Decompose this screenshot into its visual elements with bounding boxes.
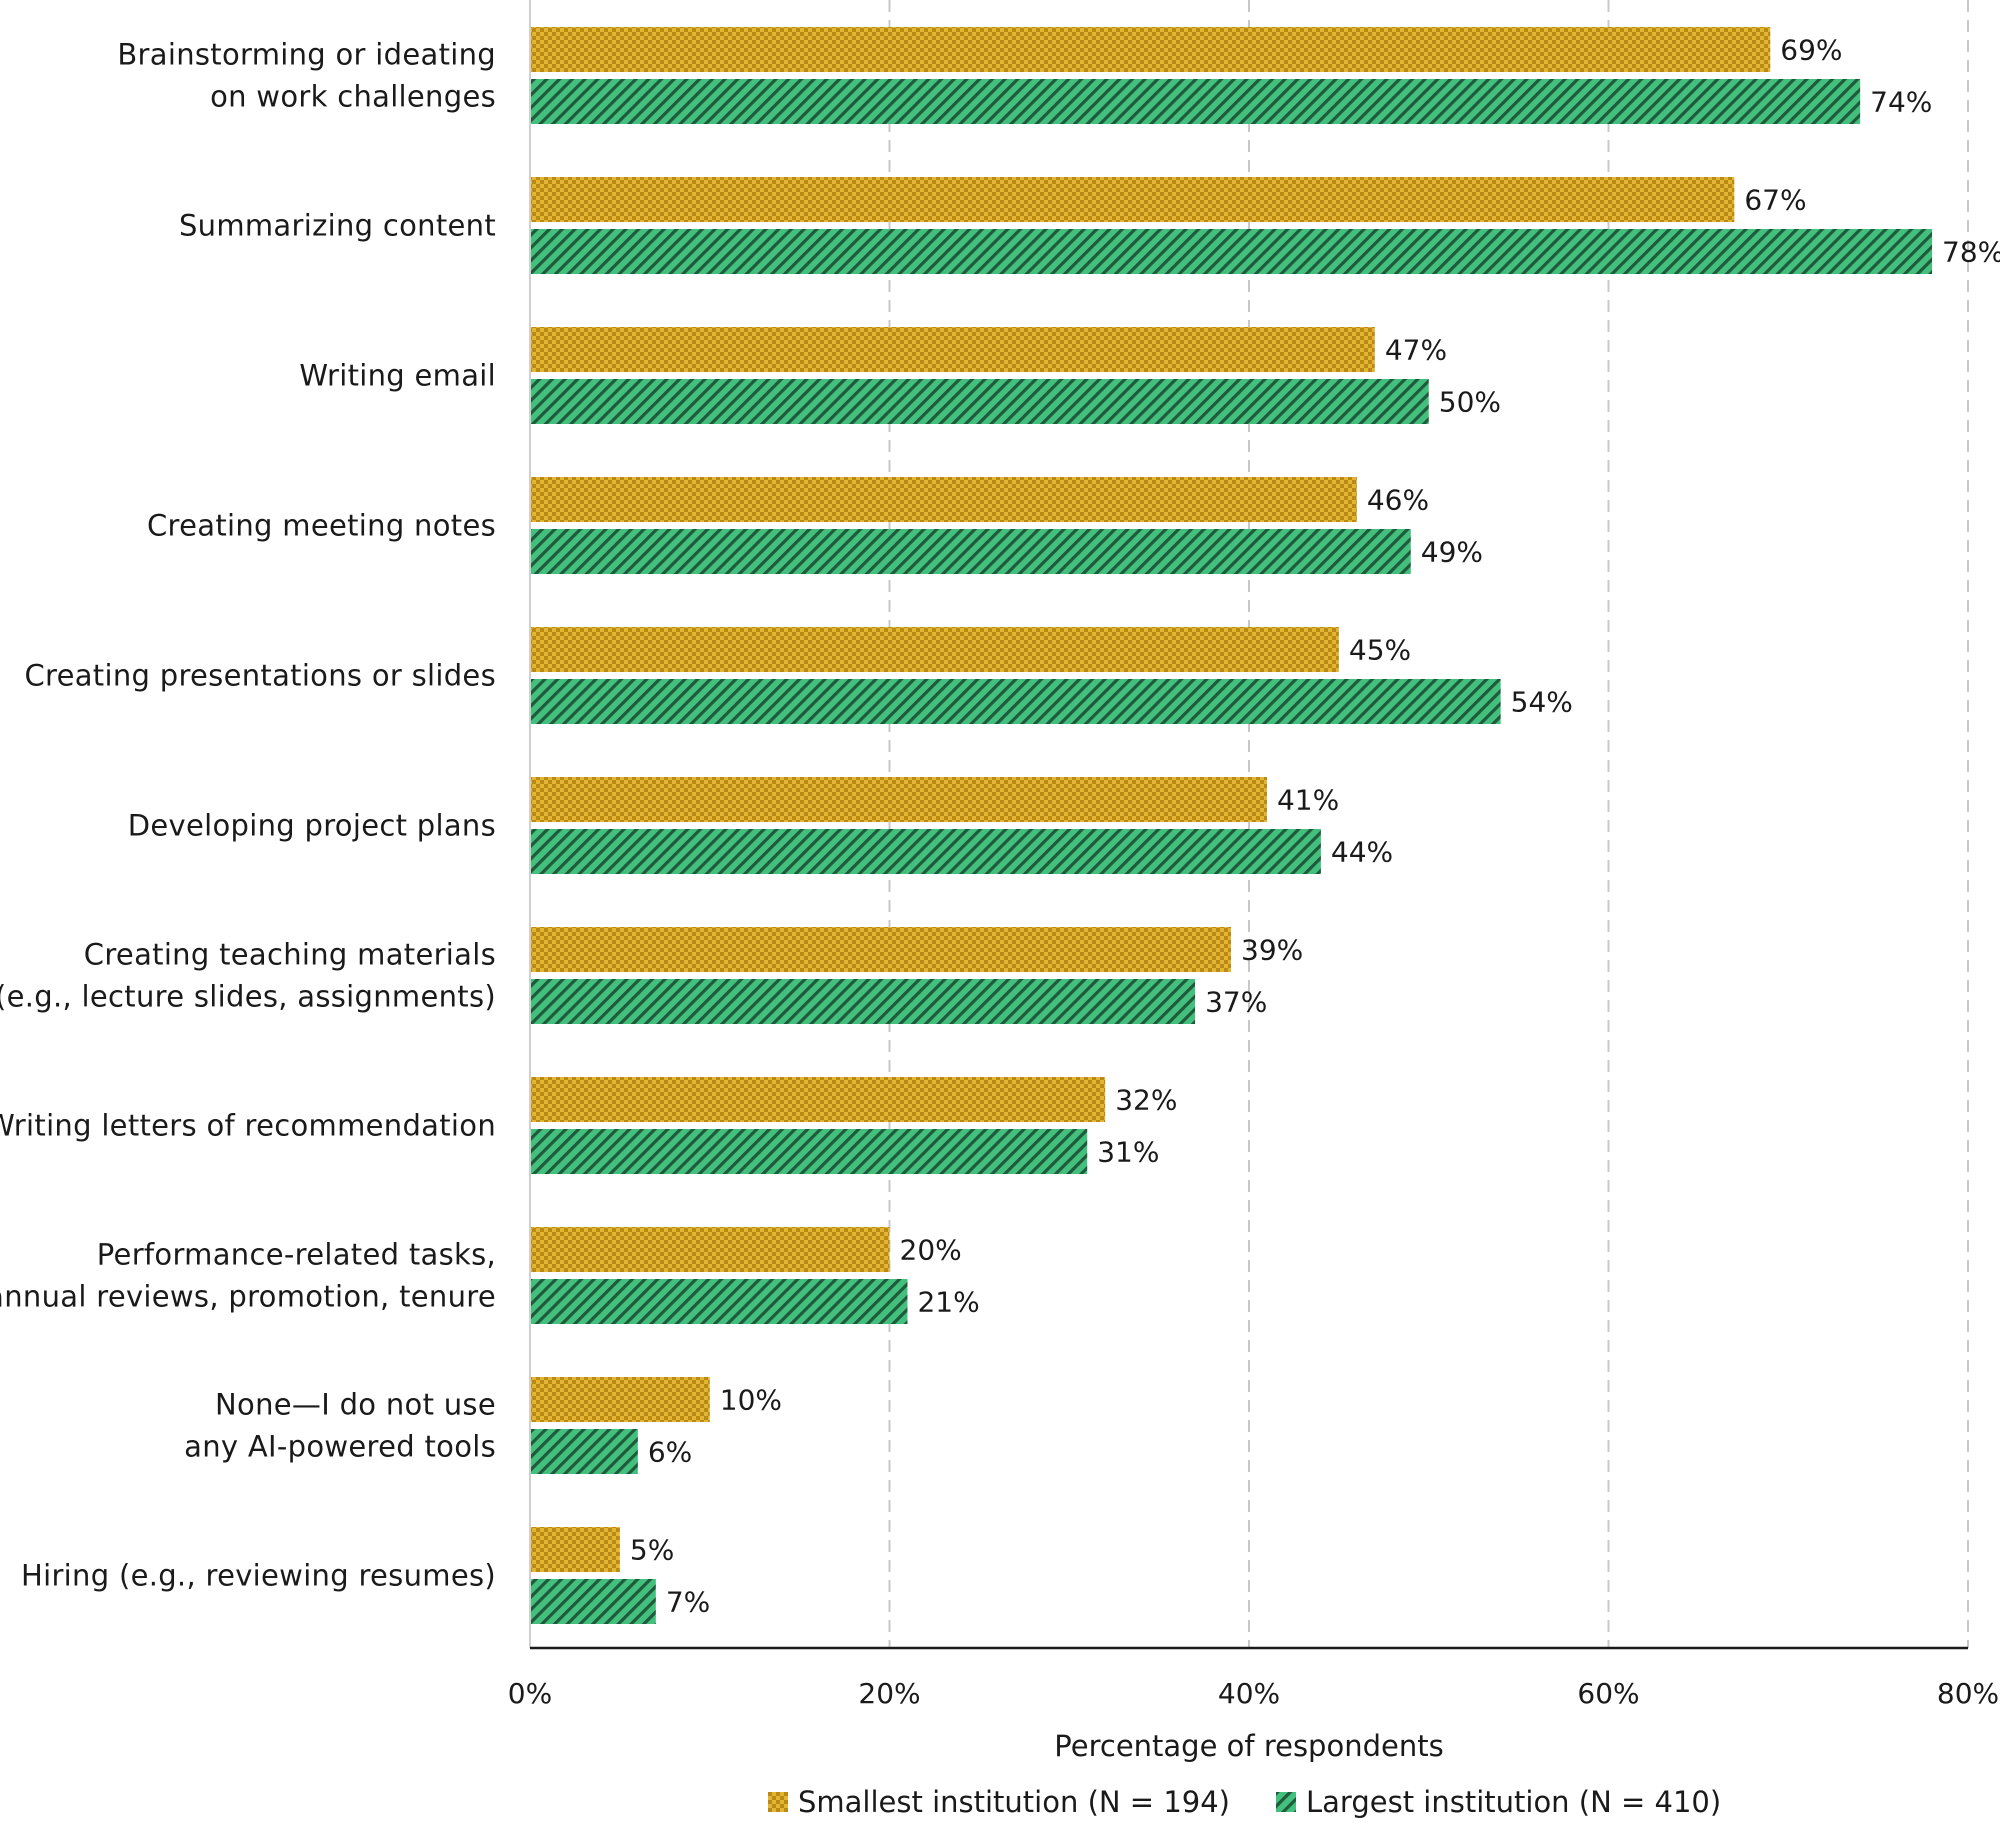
y-tick-label: Creating meeting notes <box>147 509 496 543</box>
bar <box>530 927 1232 972</box>
y-tick-label: any AI-powered tools <box>184 1430 496 1464</box>
bar <box>530 529 1411 574</box>
data-label: 39% <box>1241 934 1303 967</box>
y-tick-label: Creating teaching materials <box>84 938 496 972</box>
bar <box>530 1579 656 1624</box>
bar <box>530 1527 620 1572</box>
bar <box>530 1429 638 1474</box>
y-tick-label: None—I do not use <box>215 1388 496 1422</box>
grid-lines <box>888 0 1969 1648</box>
bar <box>530 379 1429 424</box>
y-tick-label: Writing letters of recommendation <box>0 1109 496 1143</box>
data-label: 45% <box>1349 634 1411 667</box>
bar <box>530 979 1196 1024</box>
x-tick-label: 20% <box>858 1677 920 1710</box>
data-label: 6% <box>648 1436 692 1469</box>
data-label: 32% <box>1115 1084 1177 1117</box>
x-tick-label: 80% <box>1937 1677 1999 1710</box>
axes: 0% 20% 40% 60% 80% Percentage of respondents <box>508 0 1999 1763</box>
bar <box>530 829 1321 874</box>
data-label: 7% <box>666 1586 710 1619</box>
bar <box>530 1129 1088 1174</box>
data-label: 50% <box>1439 386 1501 419</box>
data-label: 20% <box>900 1234 962 1267</box>
y-tick-label: Writing email <box>299 359 496 393</box>
data-label: 46% <box>1367 484 1429 517</box>
bar <box>530 777 1267 822</box>
data-label: 5% <box>630 1534 674 1567</box>
legend-label: Smallest institution (N = 194) <box>798 1785 1230 1819</box>
y-tick-label: Developing project plans <box>128 809 496 843</box>
bar <box>530 1227 890 1272</box>
bar <box>530 679 1501 724</box>
data-label: 69% <box>1780 34 1842 67</box>
data-label: 31% <box>1097 1136 1159 1169</box>
data-label: 44% <box>1331 836 1393 869</box>
bar <box>530 79 1861 124</box>
bars <box>530 27 1933 1624</box>
legend-swatch <box>1276 1792 1296 1812</box>
bar <box>530 177 1735 222</box>
bar <box>530 477 1357 522</box>
y-tick-label: Creating presentations or slides <box>24 659 496 693</box>
x-tick-label: 60% <box>1577 1677 1639 1710</box>
y-tick-label: Brainstorming or ideating <box>117 38 496 72</box>
data-label: 47% <box>1385 334 1447 367</box>
y-tick-label: annual reviews, promotion, tenure <box>0 1280 496 1314</box>
x-axis-title: Percentage of respondents <box>1054 1729 1443 1763</box>
x-tick-label: 40% <box>1218 1677 1280 1710</box>
data-label: 41% <box>1277 784 1339 817</box>
bar <box>530 229 1933 274</box>
data-label: 49% <box>1421 536 1483 569</box>
labels: 69% 74% Brainstorming or ideating on work c… <box>0 34 2000 1619</box>
data-label: 78% <box>1942 236 2000 269</box>
bar <box>530 27 1771 72</box>
bar <box>530 627 1339 672</box>
y-tick-label: Performance-related tasks, <box>97 1238 496 1272</box>
bar <box>530 1077 1106 1122</box>
legend-label: Largest institution (N = 410) <box>1306 1785 1721 1819</box>
data-label: 67% <box>1744 184 1806 217</box>
legend-swatch <box>768 1792 788 1812</box>
y-tick-label: Summarizing content <box>179 209 496 243</box>
data-label: 37% <box>1205 986 1267 1019</box>
bar <box>530 1377 710 1422</box>
legend: Smallest institution (N = 194) Largest in… <box>768 1785 1721 1819</box>
data-label: 74% <box>1870 86 1932 119</box>
data-label: 21% <box>917 1286 979 1319</box>
bar <box>530 327 1375 372</box>
x-tick-label: 0% <box>508 1677 552 1710</box>
data-label: 54% <box>1511 686 1573 719</box>
data-label: 10% <box>720 1384 782 1417</box>
y-tick-label: Hiring (e.g., reviewing resumes) <box>21 1559 496 1593</box>
bar <box>530 1279 908 1324</box>
y-tick-label: (e.g., lecture slides, assignments) <box>0 980 496 1014</box>
y-tick-label: on work challenges <box>210 80 496 114</box>
